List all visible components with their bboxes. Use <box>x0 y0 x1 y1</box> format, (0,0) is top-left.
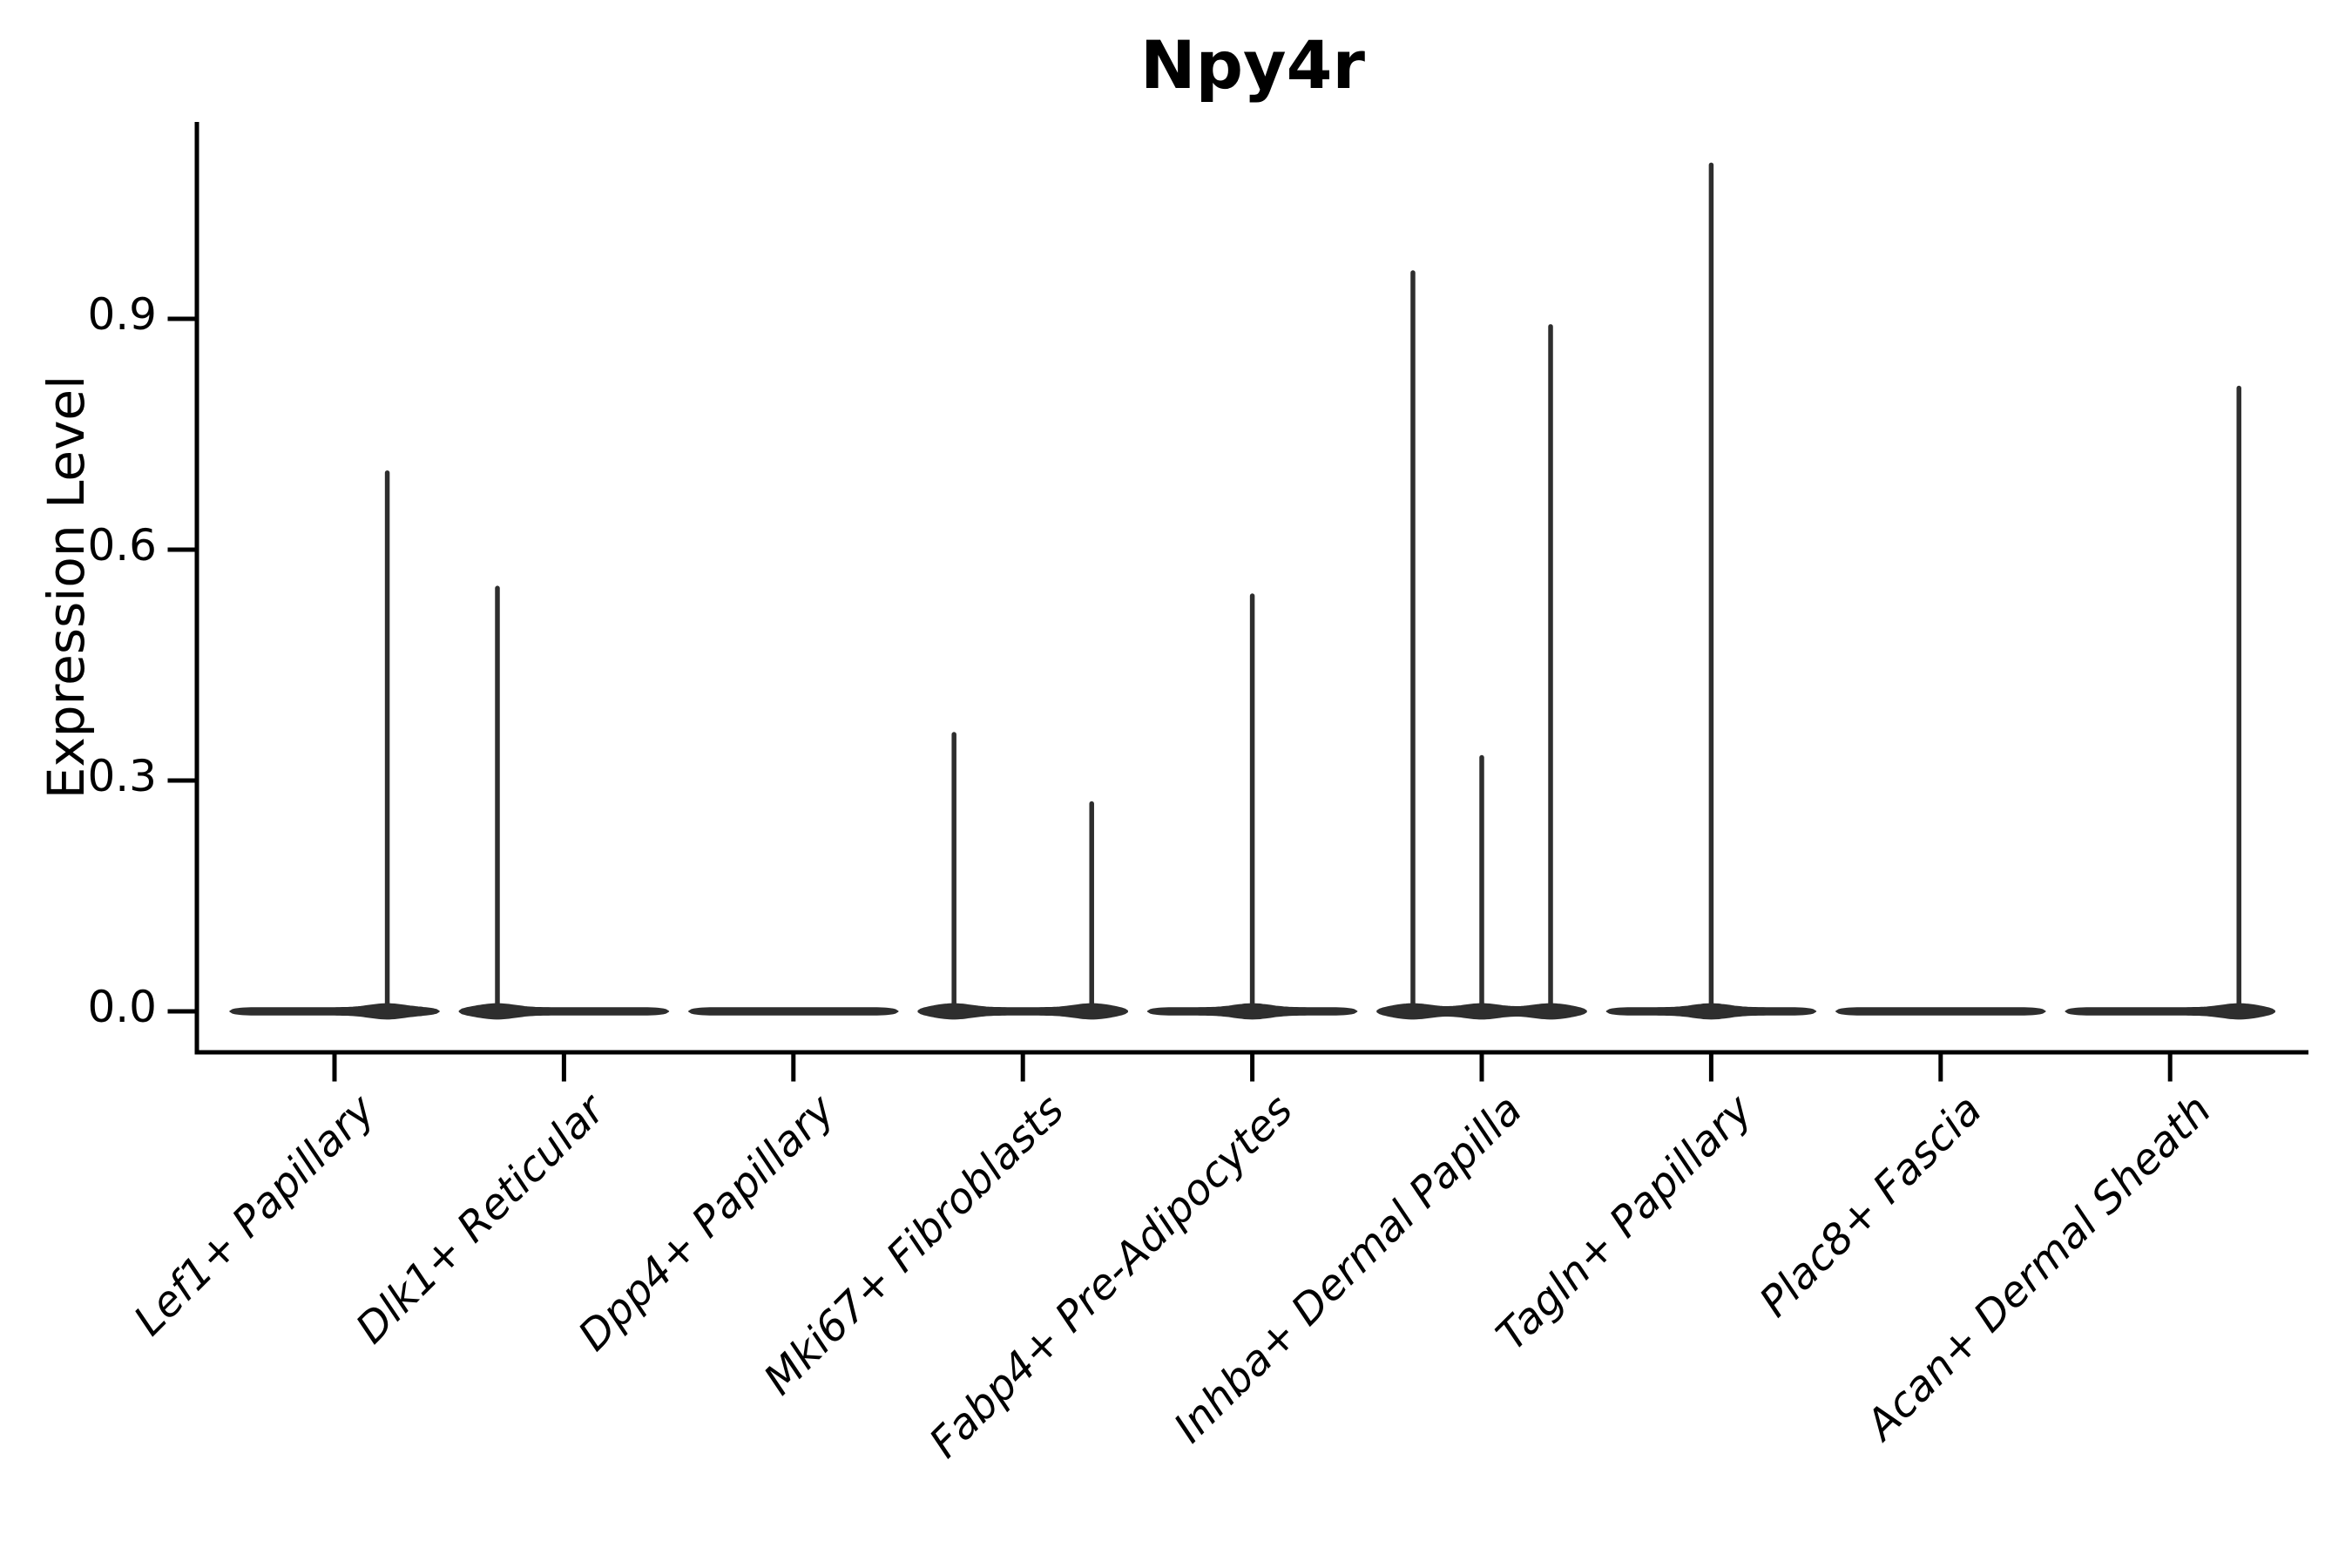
violin-body <box>1835 1007 2046 1016</box>
violin-body <box>917 1003 1128 1020</box>
chart-title: Npy4r <box>1140 26 1365 104</box>
violin-body <box>2065 1003 2275 1020</box>
y-tick-label: 0.9 <box>87 289 157 341</box>
y-tick-label: 0.6 <box>87 520 157 571</box>
violin-body <box>688 1007 899 1016</box>
y-tick-label: 0.0 <box>87 982 157 1032</box>
y-tick-label: 0.3 <box>87 751 157 801</box>
violin-body <box>458 1003 670 1020</box>
violin-body <box>229 1003 440 1020</box>
